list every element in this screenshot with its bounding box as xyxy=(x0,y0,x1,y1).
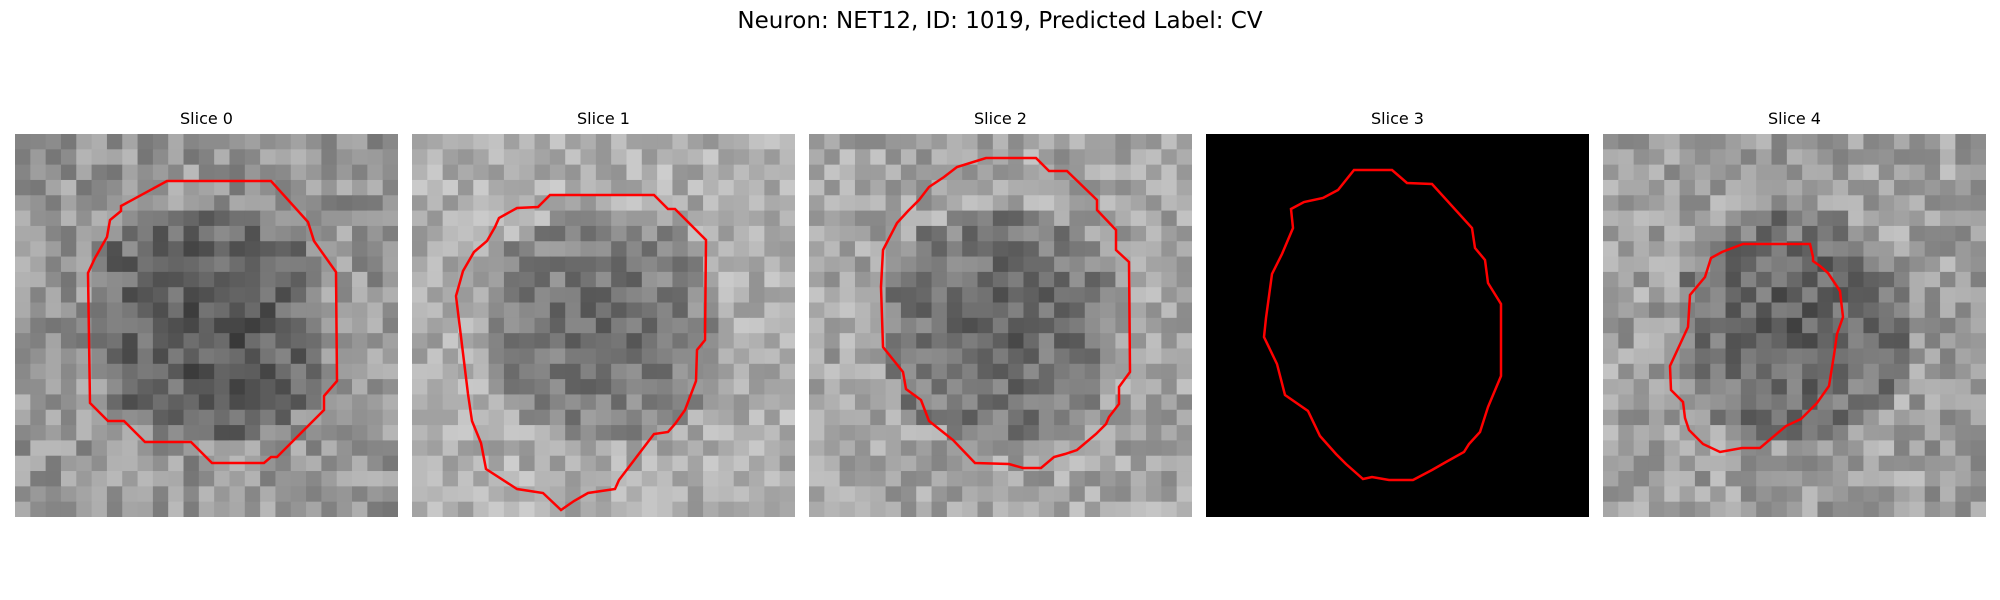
slice-panel-1: Slice 1 xyxy=(412,108,795,517)
roi-contour xyxy=(454,193,708,512)
slice-2-svg xyxy=(809,134,1192,517)
slice-image xyxy=(1603,134,1986,517)
slice-title: Slice 4 xyxy=(1768,109,1821,128)
slice-image xyxy=(15,134,398,517)
roi-contour xyxy=(1262,168,1503,482)
figure-title: Neuron: NET12, ID: 1019, Predicted Label… xyxy=(737,8,1263,34)
slice-1-svg xyxy=(412,134,795,517)
roi-contour xyxy=(1668,242,1845,454)
roi-contour xyxy=(879,156,1132,470)
slice-0-svg xyxy=(15,134,398,517)
slice-3-svg xyxy=(1206,134,1589,517)
slice-panel-4: Slice 4 xyxy=(1603,108,1986,517)
slice-title: Slice 1 xyxy=(577,109,630,128)
slice-title: Slice 3 xyxy=(1371,109,1424,128)
slice-image xyxy=(412,134,795,517)
slice-4-svg xyxy=(1603,134,1986,517)
slice-title: Slice 2 xyxy=(974,109,1027,128)
slice-panel-3: Slice 3 xyxy=(1206,108,1589,517)
slice-image xyxy=(809,134,1192,517)
slice-image xyxy=(1206,134,1589,517)
slice-panel-0: Slice 0 xyxy=(15,108,398,517)
slice-title: Slice 0 xyxy=(180,109,233,128)
slice-panel-2: Slice 2 xyxy=(809,108,1192,517)
roi-contour xyxy=(86,179,339,465)
